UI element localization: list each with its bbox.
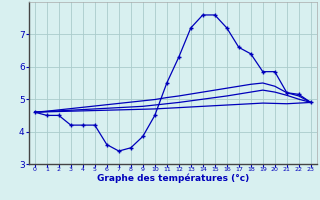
X-axis label: Graphe des températures (°c): Graphe des températures (°c) bbox=[97, 174, 249, 183]
